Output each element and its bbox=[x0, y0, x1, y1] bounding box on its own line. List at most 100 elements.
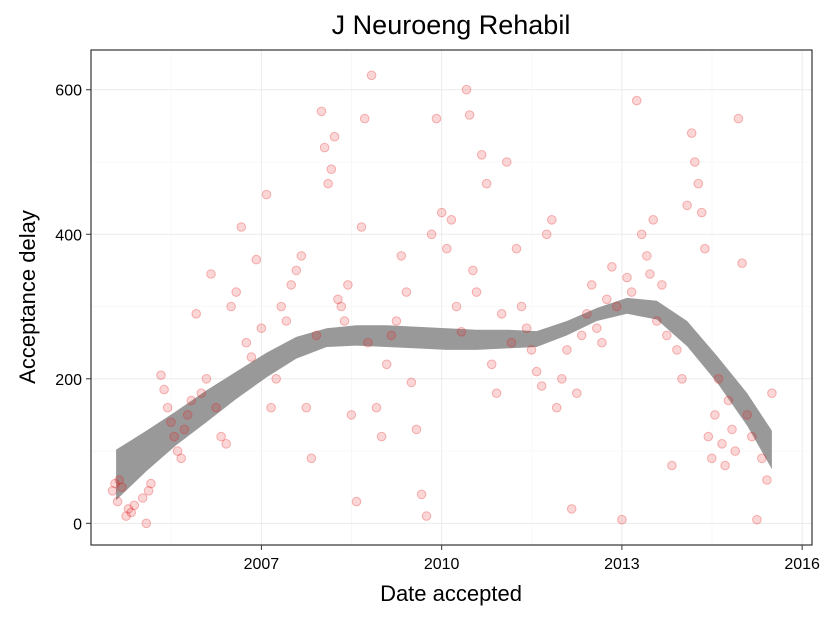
x-tick-label: 2016 bbox=[784, 556, 820, 573]
data-point bbox=[333, 294, 343, 305]
data-point bbox=[286, 280, 297, 290]
data-point bbox=[557, 374, 567, 384]
data-point bbox=[652, 316, 662, 326]
data-point bbox=[713, 374, 724, 384]
data-point bbox=[622, 272, 632, 283]
data-point bbox=[767, 388, 777, 399]
grid-lines bbox=[91, 50, 812, 545]
data-point bbox=[129, 500, 140, 511]
data-point bbox=[182, 410, 193, 420]
data-point bbox=[723, 395, 734, 406]
data-point bbox=[241, 337, 252, 348]
data-point bbox=[162, 402, 173, 413]
data-point bbox=[511, 243, 522, 254]
data-point bbox=[176, 453, 186, 464]
data-point bbox=[717, 439, 727, 449]
data-point bbox=[326, 164, 337, 174]
data-point bbox=[406, 377, 417, 388]
data-point bbox=[491, 388, 502, 399]
y-tick-label: 0 bbox=[73, 516, 82, 533]
data-point bbox=[266, 402, 276, 413]
data-point bbox=[592, 323, 602, 334]
data-points bbox=[107, 70, 777, 529]
data-point bbox=[757, 453, 767, 464]
data-point bbox=[159, 384, 169, 395]
data-point bbox=[211, 402, 221, 413]
data-point bbox=[617, 514, 627, 525]
data-point bbox=[648, 215, 659, 225]
data-point bbox=[626, 287, 637, 297]
data-point bbox=[276, 301, 287, 312]
data-point bbox=[597, 337, 607, 348]
data-point bbox=[521, 323, 532, 334]
data-point bbox=[156, 370, 166, 381]
y-tick-label: 600 bbox=[55, 83, 82, 100]
data-point bbox=[306, 453, 317, 464]
data-point bbox=[201, 374, 212, 384]
data-point bbox=[696, 207, 707, 218]
data-point bbox=[261, 189, 272, 200]
data-point bbox=[657, 280, 667, 290]
data-point bbox=[281, 316, 292, 326]
data-point bbox=[562, 345, 572, 355]
data-point bbox=[196, 388, 207, 399]
data-point bbox=[226, 301, 236, 312]
plot-panel bbox=[91, 50, 812, 545]
data-point bbox=[672, 345, 682, 355]
data-point bbox=[762, 475, 772, 485]
data-point bbox=[636, 229, 647, 240]
y-axis-ticks: 0 200 400 600 bbox=[55, 83, 91, 533]
smooth-confidence-band bbox=[116, 297, 772, 501]
x-tick-label: 2010 bbox=[424, 556, 460, 573]
data-point bbox=[703, 431, 714, 442]
data-point bbox=[502, 157, 512, 167]
data-point bbox=[710, 410, 720, 420]
data-point bbox=[486, 359, 497, 370]
smooth-band bbox=[116, 297, 772, 501]
data-point bbox=[271, 374, 282, 384]
data-point bbox=[114, 475, 124, 485]
data-point bbox=[141, 518, 152, 529]
data-point bbox=[386, 330, 397, 341]
data-point bbox=[572, 388, 582, 399]
x-axis-ticks: 2007 2010 2013 2016 bbox=[244, 545, 820, 573]
data-point bbox=[602, 294, 612, 305]
data-point bbox=[667, 460, 677, 471]
data-point bbox=[363, 337, 373, 348]
data-point bbox=[311, 330, 322, 341]
data-point bbox=[481, 178, 492, 189]
y-tick-label: 200 bbox=[55, 372, 82, 389]
data-point bbox=[366, 70, 377, 81]
data-point bbox=[642, 251, 652, 261]
data-point bbox=[416, 489, 427, 500]
data-point bbox=[216, 431, 226, 442]
data-point bbox=[179, 424, 190, 435]
data-point bbox=[396, 251, 407, 261]
data-point bbox=[291, 265, 302, 276]
data-point bbox=[376, 431, 387, 442]
data-point bbox=[496, 309, 507, 319]
data-point bbox=[166, 417, 176, 428]
data-point bbox=[742, 410, 753, 420]
data-point bbox=[356, 222, 367, 232]
x-axis-title: Date accepted bbox=[380, 581, 522, 606]
data-point bbox=[733, 113, 744, 124]
data-point bbox=[381, 359, 392, 370]
data-point bbox=[720, 460, 730, 471]
data-point bbox=[346, 410, 357, 420]
data-point bbox=[526, 345, 537, 355]
data-point bbox=[451, 301, 462, 312]
data-point bbox=[645, 269, 655, 279]
data-point bbox=[319, 142, 330, 153]
data-point bbox=[506, 337, 517, 348]
data-point bbox=[566, 504, 577, 514]
data-point bbox=[336, 301, 347, 312]
data-point bbox=[221, 439, 231, 449]
data-point bbox=[631, 95, 642, 106]
data-point bbox=[426, 229, 437, 240]
data-point bbox=[471, 287, 482, 297]
data-point bbox=[464, 110, 475, 120]
data-point bbox=[551, 402, 562, 413]
data-point bbox=[112, 496, 123, 507]
data-point bbox=[747, 431, 757, 442]
